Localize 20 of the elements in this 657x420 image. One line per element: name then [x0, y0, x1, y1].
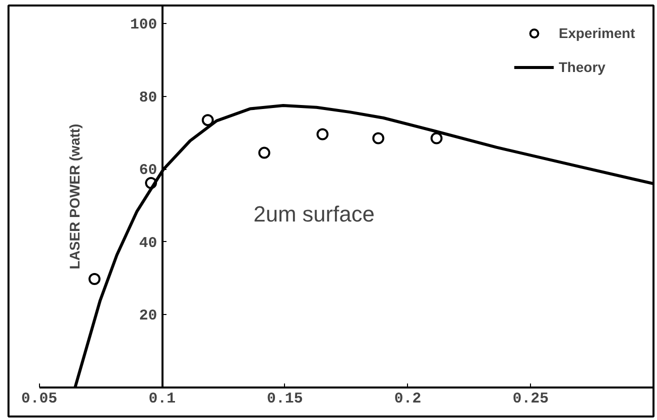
- x-tick-label: 0.1: [148, 390, 176, 408]
- x-tick-label: 0.25: [512, 390, 549, 408]
- legend-label: Experiment: [558, 25, 635, 41]
- x-tick-label: 0.05: [21, 390, 58, 408]
- point: [316, 128, 329, 140]
- y-tick-label: 100: [130, 16, 158, 34]
- point: [88, 273, 100, 286]
- annotation: 2um surface: [254, 202, 375, 226]
- x-tick-label: 0.2: [394, 390, 422, 408]
- point: [372, 132, 384, 144]
- y-tick-label: 40: [139, 234, 158, 252]
- point: [202, 114, 214, 126]
- point: [258, 146, 270, 159]
- y-tick-label: 60: [139, 162, 158, 180]
- y-tick-label: 80: [139, 89, 158, 106]
- y-axis-title: LASER POWER (watt): [66, 124, 82, 270]
- y-tick-label: 20: [139, 308, 158, 325]
- point: [430, 132, 443, 144]
- legend-label: Theory: [558, 59, 606, 75]
- x-tick-label: 0.15: [266, 390, 303, 408]
